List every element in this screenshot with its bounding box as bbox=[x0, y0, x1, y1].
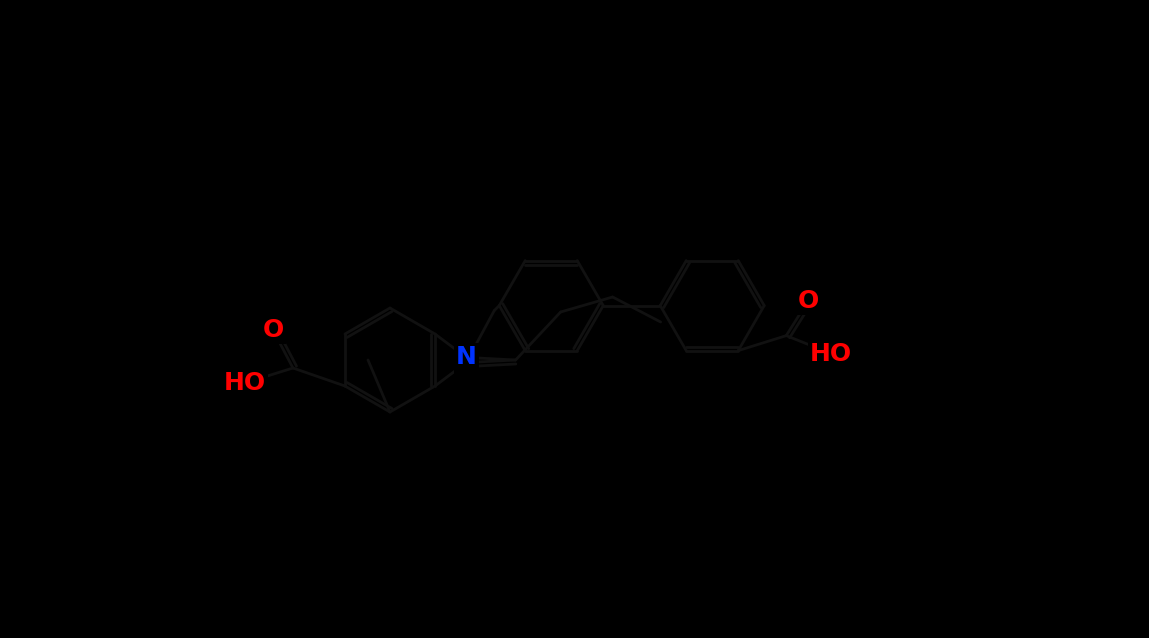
Text: HO: HO bbox=[224, 371, 267, 395]
Text: N: N bbox=[456, 351, 477, 375]
Text: O: O bbox=[797, 288, 819, 313]
Text: HO: HO bbox=[810, 341, 853, 366]
Text: N: N bbox=[456, 345, 477, 369]
Text: O: O bbox=[262, 318, 284, 342]
